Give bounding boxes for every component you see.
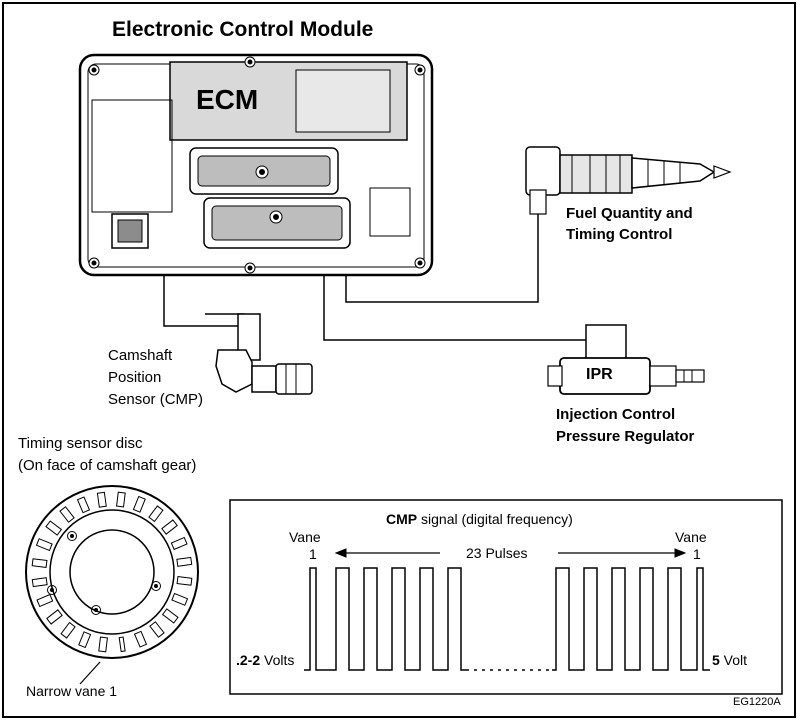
disc-vane: [60, 621, 76, 639]
signal-title-rest: signal (digital frequency): [417, 511, 573, 527]
low-voltage-bold: .2-2: [236, 652, 261, 668]
timing-disc: [25, 485, 199, 685]
title: Electronic Control Module: [112, 18, 374, 41]
disc-vane: [171, 592, 189, 606]
high-voltage-label: 5 Volt: [712, 652, 747, 668]
disc-label-line1: Timing sensor disc: [18, 435, 143, 452]
disc-vane: [31, 577, 48, 588]
disc-vane: [176, 556, 193, 567]
disc-vane: [31, 558, 48, 568]
injector-label-line2: Timing Control: [566, 226, 673, 243]
narrow-vane: [118, 636, 126, 653]
disc-vane: [161, 608, 179, 624]
disc-vane: [132, 495, 146, 513]
signal-title: CMP signal (digital frequency): [386, 511, 573, 527]
disc-vane: [35, 538, 53, 552]
high-voltage-rest: Volt: [719, 652, 748, 668]
ipr-badge: IPR: [586, 366, 613, 383]
vane-left-number: 1: [309, 546, 317, 562]
disc-vane: [116, 491, 126, 508]
low-voltage-label: .2-2 Volts: [236, 652, 294, 668]
ipr-label-line1: Injection Control: [556, 406, 676, 423]
disc-vane: [148, 505, 164, 523]
narrow-vane-label: Narrow vane 1: [26, 683, 118, 699]
ipr-label-line2: Pressure Regulator: [556, 428, 695, 445]
ecm-label: ECM: [196, 84, 259, 115]
fuel-injector: [525, 146, 732, 215]
vane-left-label: Vane: [289, 529, 321, 545]
disc-vane: [149, 621, 165, 638]
disc-vane: [170, 536, 188, 551]
cmp-sensor: [205, 313, 313, 395]
disc-vane: [176, 576, 193, 586]
figure-code: EG1220A: [733, 696, 781, 708]
ecm-module: [78, 53, 434, 277]
disc-label-line2: (On face of camshaft gear): [18, 457, 197, 474]
disc-vane: [96, 491, 107, 508]
disc-vane: [46, 609, 63, 625]
high-voltage-bold: 5: [712, 652, 720, 668]
disc-vane: [98, 636, 108, 653]
disc-vane: [161, 519, 178, 535]
disc-vane: [133, 630, 148, 648]
ipr-valve: [547, 324, 705, 395]
injector-label-line1: Fuel Quantity and: [566, 205, 693, 222]
disc-vane: [45, 520, 63, 536]
disc-vane: [78, 631, 92, 649]
vane-right-label: Vane: [675, 529, 707, 545]
disc-vane: [36, 593, 54, 608]
signal-title-bold: CMP: [386, 511, 418, 527]
low-voltage-rest: Volts: [260, 652, 295, 668]
cmp-label-line1: Camshaft: [108, 347, 173, 364]
disc-vane: [76, 496, 91, 514]
disc-vane: [59, 506, 75, 523]
cmp-label-line2: Position: [108, 369, 162, 386]
vane-right-number: 1: [693, 546, 701, 562]
cmp-label-line3: Sensor (CMP): [108, 391, 204, 408]
pulses-label: 23 Pulses: [466, 545, 528, 561]
